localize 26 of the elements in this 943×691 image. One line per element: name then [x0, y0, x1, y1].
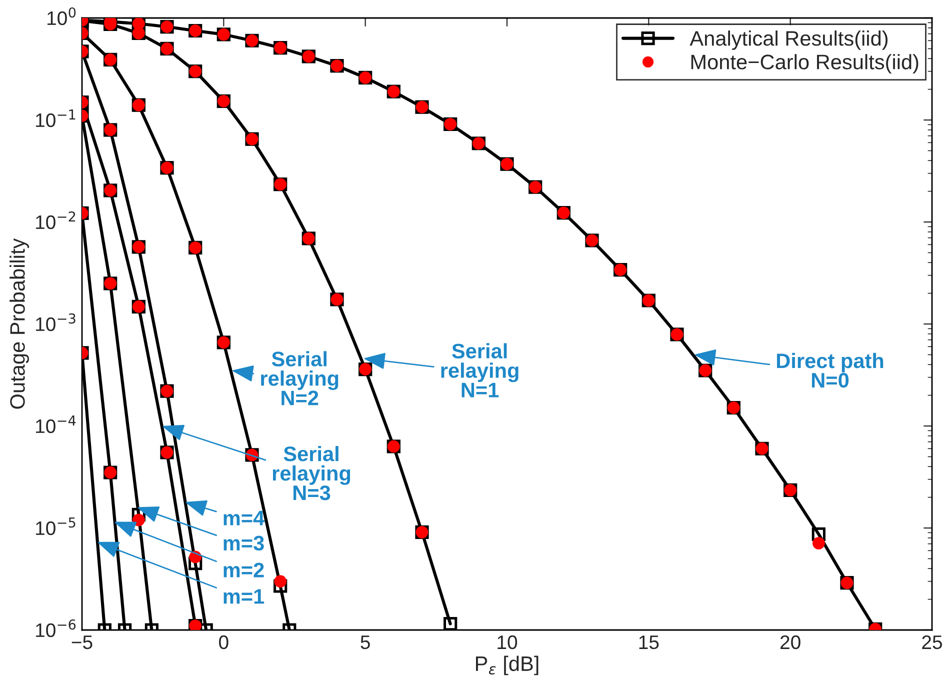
x-tick-label: 20 — [780, 635, 800, 650]
x-tick-label: 0 — [219, 635, 228, 650]
x-tick-label: 15 — [639, 636, 659, 650]
y-tick-label: 10$^{−1}$ — [36, 110, 76, 128]
annotation: Direct path N=0 — [776, 352, 884, 388]
annotation: m=4 — [224, 510, 265, 526]
x-tick-label: −5 — [72, 636, 92, 650]
x-tick-label: 10 — [498, 635, 518, 650]
legend-label: Monte−Carlo Results(iid) — [691, 54, 918, 74]
annotation: m=2 — [224, 562, 264, 578]
x-axis-title: P$_{ε}$ [dB] — [476, 656, 538, 676]
y-tick-label: 10$^{−6}$ — [36, 619, 76, 638]
y-tick-label: 10$^{0}$ — [48, 7, 76, 26]
legend-label: Analytical Results(iid) — [690, 30, 888, 50]
y-tick-label: 10$^{−4}$ — [36, 416, 76, 434]
annotation: m=1 — [224, 589, 264, 604]
annotation: Serial relaying N=3 — [272, 446, 350, 500]
y-tick-label: 10$^{−5}$ — [36, 518, 76, 536]
annotation: Serial relaying N=2 — [261, 351, 338, 406]
y-tick-label: 10$^{−3}$ — [36, 313, 76, 332]
annotation: m=3 — [224, 536, 264, 551]
annotation: Serial relaying N=1 — [441, 343, 518, 398]
x-tick-label: 5 — [360, 636, 370, 650]
y-axis-title: Outage Probability — [10, 238, 29, 409]
x-tick-label: 25 — [922, 635, 942, 650]
y-tick-label: 10$^{−2}$ — [36, 211, 76, 230]
